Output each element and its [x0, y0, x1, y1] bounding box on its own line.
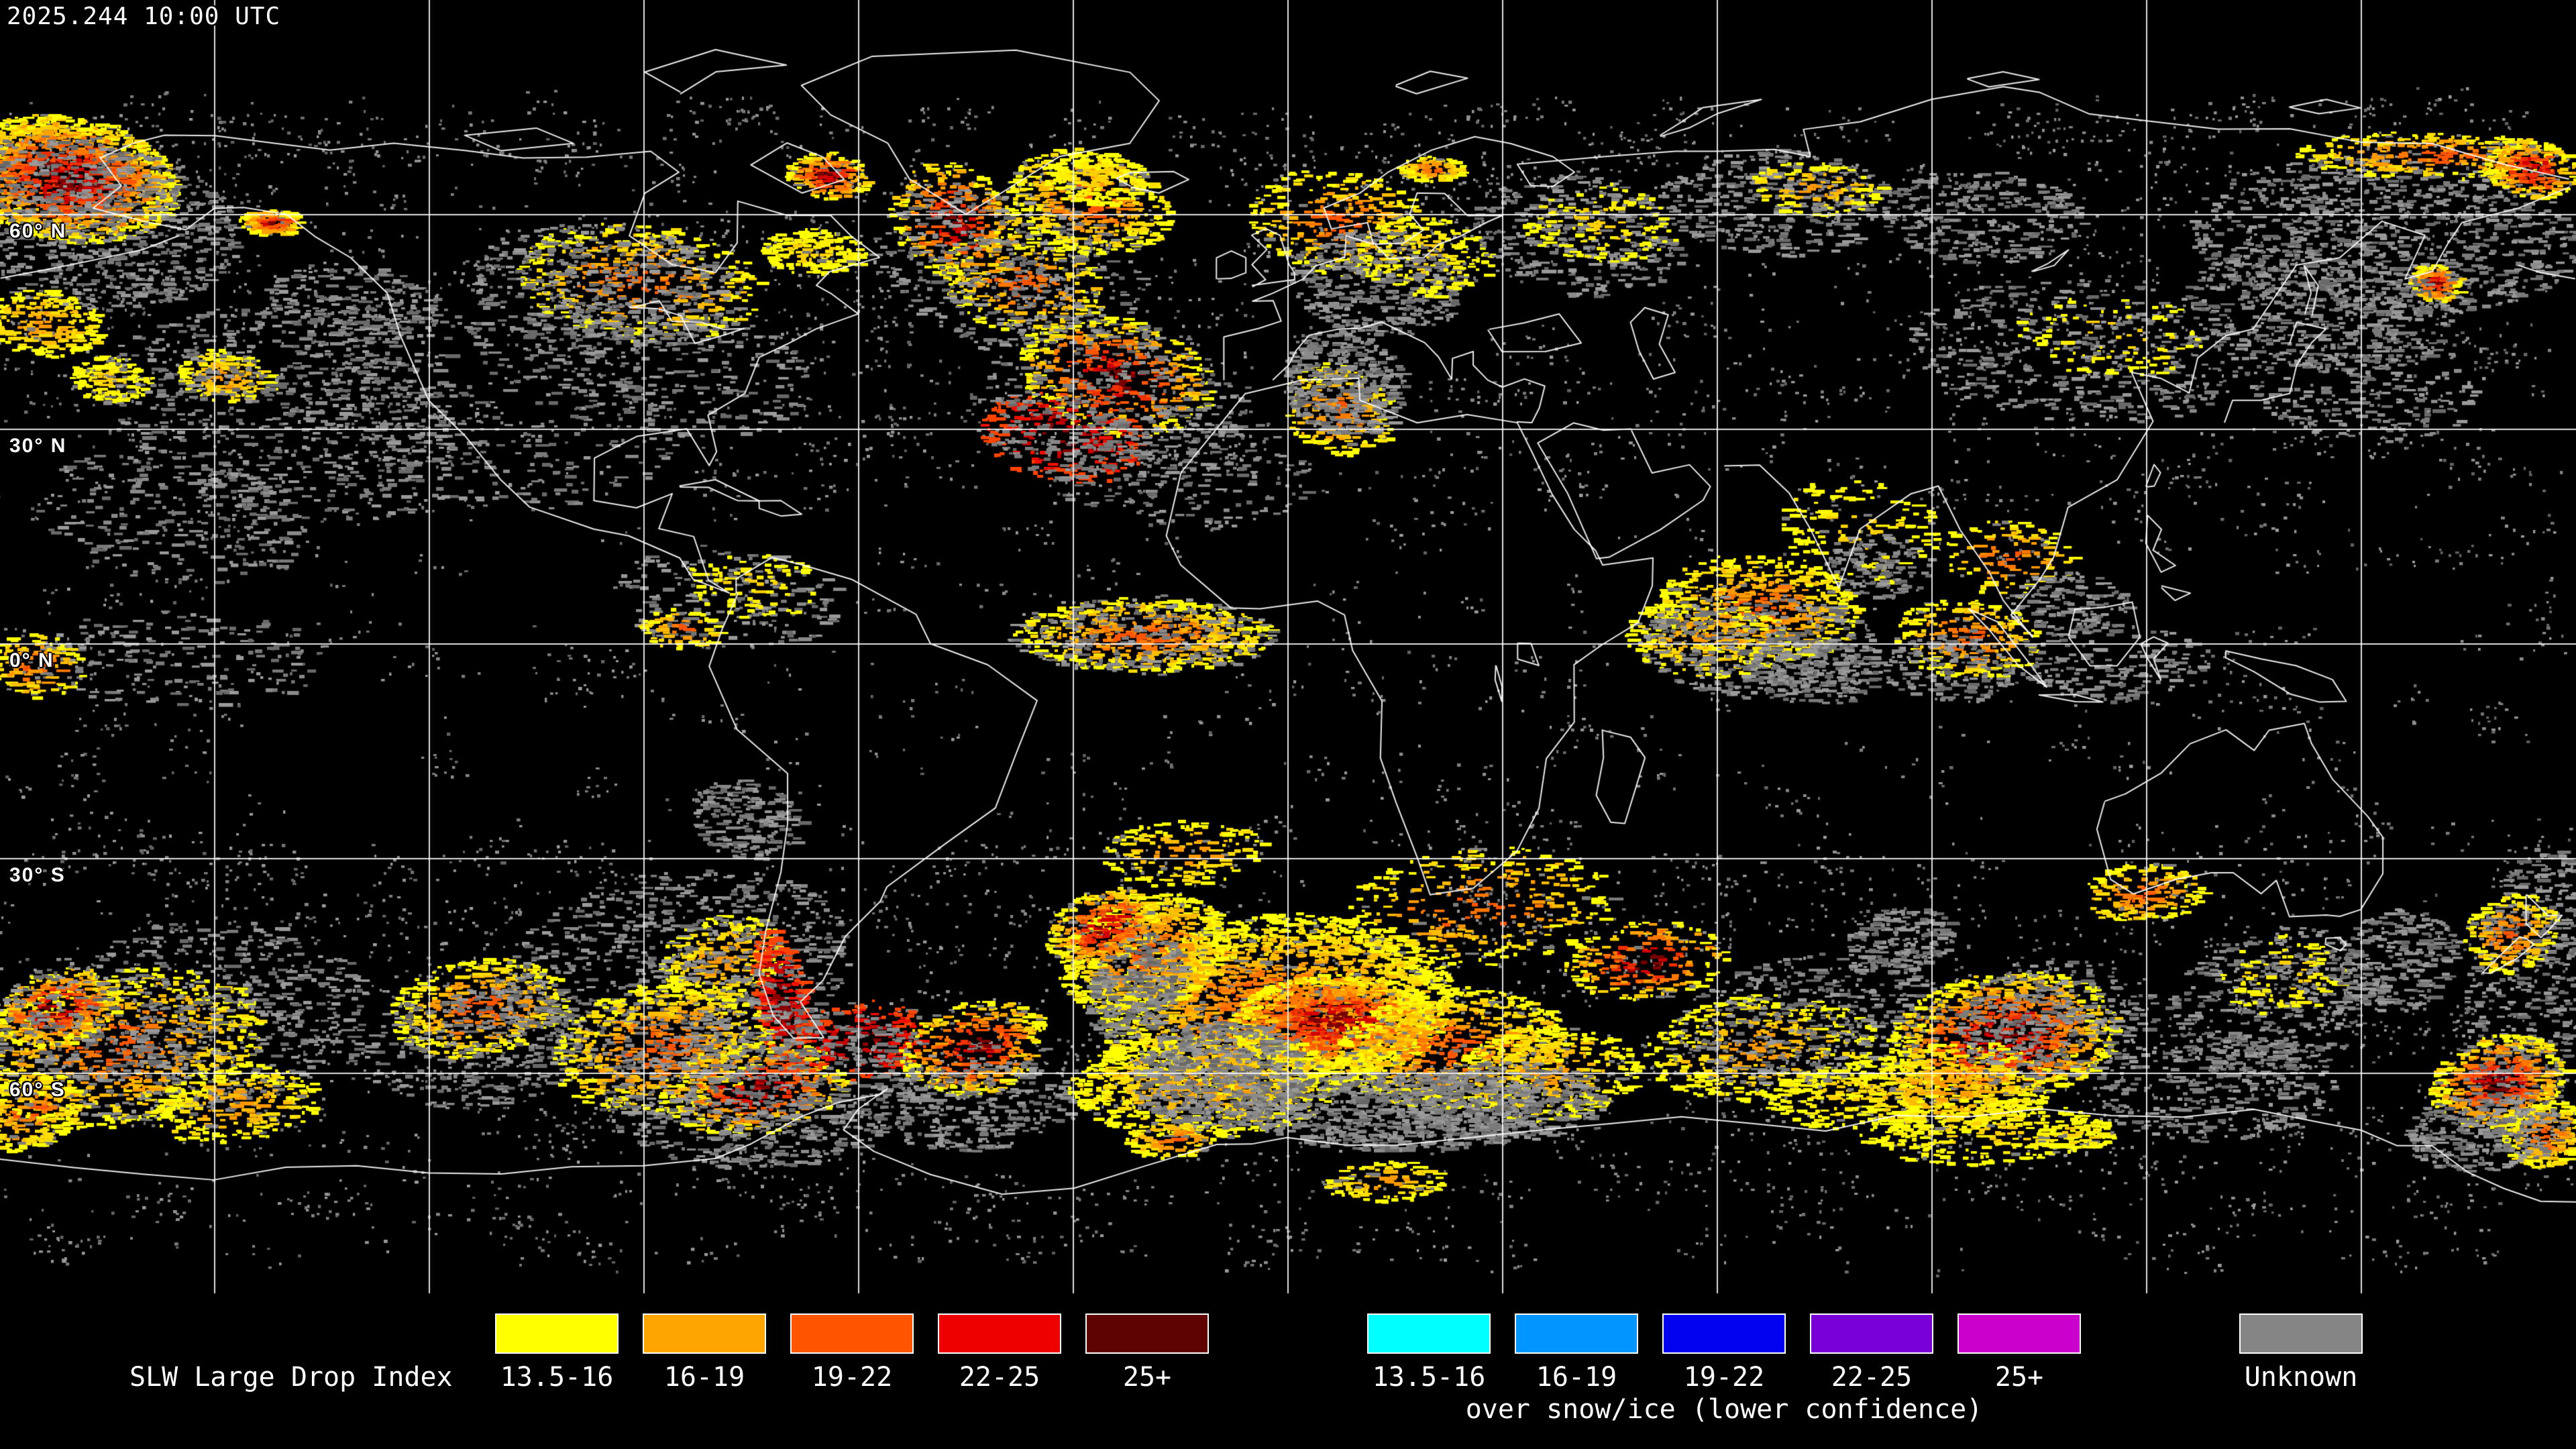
latitude-label: 60° N	[9, 220, 67, 242]
latitude-label: 30° N	[9, 435, 67, 457]
latitude-label: 0° N	[9, 649, 54, 672]
latitude-label: 60° S	[9, 1079, 66, 1101]
latitude-label: 30° S	[9, 864, 66, 886]
timestamp: 2025.244 10:00 UTC	[7, 3, 281, 30]
